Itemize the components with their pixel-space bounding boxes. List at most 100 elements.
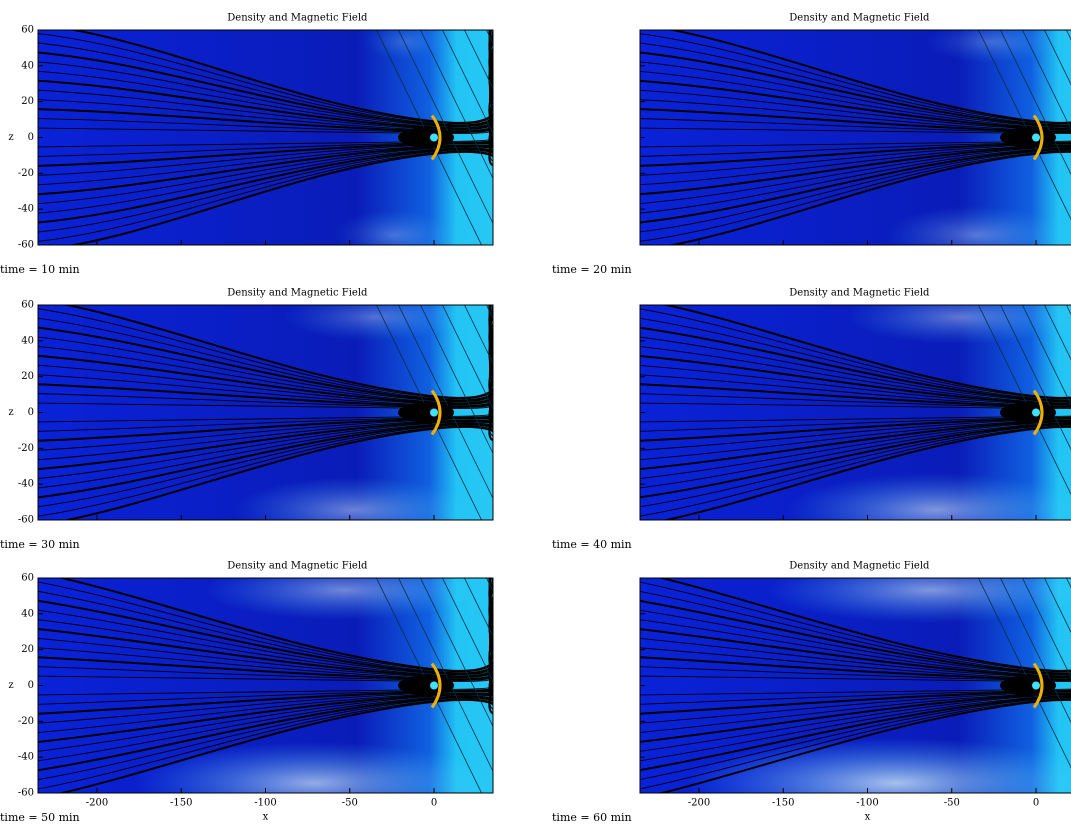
field-line xyxy=(38,682,493,790)
x-tick-label: 0 xyxy=(431,798,437,809)
y-tick-label: -20 xyxy=(18,168,34,179)
bow-shock xyxy=(1032,389,1044,436)
field-line xyxy=(62,413,493,520)
time-label: time = 40 min xyxy=(552,538,632,551)
y-axis-label: z xyxy=(8,407,13,418)
time-label: time = 10 min xyxy=(0,263,80,276)
field-line xyxy=(38,120,493,224)
field-line xyxy=(661,425,1071,520)
field-line xyxy=(528,300,638,525)
core xyxy=(1000,402,1057,423)
field-line xyxy=(640,421,1071,479)
field-line xyxy=(38,668,493,772)
x-axis-label: x xyxy=(865,812,871,823)
sheath xyxy=(284,305,464,341)
x-tick-label: -50 xyxy=(944,798,960,809)
field-line xyxy=(486,30,493,45)
panel: Density and Magnetic Field time = 20 min xyxy=(552,13,1071,276)
field-line xyxy=(57,686,493,793)
time-label: time = 30 min xyxy=(0,538,80,551)
field-line xyxy=(69,138,493,245)
bow-shock xyxy=(430,389,442,436)
field-line xyxy=(640,149,1071,233)
field-line xyxy=(640,147,1071,214)
field-line xyxy=(640,696,1071,772)
y-tick-label: -60 xyxy=(18,788,34,799)
field-image xyxy=(640,578,1071,793)
x-tick-label: -200 xyxy=(86,798,108,809)
y-axis-label: z xyxy=(8,132,13,143)
y-axis-label: z xyxy=(8,680,13,691)
field-line xyxy=(464,578,493,638)
panel: Density and Magnetic Field time = 10 min 6… xyxy=(0,13,638,276)
field-line xyxy=(486,578,493,593)
planet xyxy=(430,408,439,417)
field-line xyxy=(420,30,493,180)
y-tick-label: 20 xyxy=(21,644,34,655)
field-line xyxy=(640,326,1071,402)
field-line xyxy=(640,425,1071,517)
sheath xyxy=(886,206,1066,245)
field-line xyxy=(1044,578,1071,634)
field-line xyxy=(506,25,616,250)
y-tick-label: 0 xyxy=(28,407,34,418)
core xyxy=(1000,127,1057,148)
field-line xyxy=(528,25,638,250)
field-line xyxy=(640,694,1071,752)
planet xyxy=(430,681,439,690)
field-line xyxy=(442,578,493,683)
field-line xyxy=(38,395,493,499)
field-image xyxy=(38,25,638,250)
field-line xyxy=(640,693,1071,743)
field-line xyxy=(640,61,1071,128)
panel: Density and Magnetic Field time = 50 min 6… xyxy=(0,561,638,824)
time-label: time = 20 min xyxy=(552,263,632,276)
field-line xyxy=(528,573,638,798)
panel: Density and Magnetic Field time = 30 min 6… xyxy=(0,288,638,551)
panel-title: Density and Magnetic Field xyxy=(227,561,368,572)
y-tick-label: -40 xyxy=(18,204,34,215)
field-image xyxy=(640,305,1071,520)
y-tick-label: 40 xyxy=(21,60,34,71)
field-line xyxy=(640,420,1071,471)
field-line xyxy=(506,573,616,798)
y-tick-label: 20 xyxy=(21,96,34,107)
field-line xyxy=(38,134,493,242)
field-line xyxy=(420,305,493,455)
field-image xyxy=(38,300,638,525)
x-tick-label: -150 xyxy=(170,798,192,809)
core xyxy=(398,402,455,423)
panel: Density and Magnetic Field time = 40 min xyxy=(552,288,1071,551)
field-line xyxy=(640,697,1071,780)
y-tick-label: 20 xyxy=(21,371,34,382)
field-line xyxy=(640,308,1071,400)
field-line xyxy=(486,305,493,320)
field-line xyxy=(1022,578,1071,679)
core xyxy=(1000,675,1057,696)
planet xyxy=(1032,408,1041,417)
x-tick-label: -100 xyxy=(856,798,878,809)
field-line xyxy=(640,150,1071,242)
sheath xyxy=(686,738,1071,793)
field-line xyxy=(1022,305,1071,406)
x-tick-label: -200 xyxy=(688,798,710,809)
panel-title: Density and Magnetic Field xyxy=(789,561,930,572)
planet xyxy=(430,133,439,142)
sheath xyxy=(926,30,1056,63)
y-tick-label: -60 xyxy=(18,240,34,251)
sheath xyxy=(234,477,474,520)
y-tick-label: -40 xyxy=(18,752,34,763)
field-line xyxy=(661,305,1071,399)
y-tick-label: 0 xyxy=(28,680,34,691)
y-tick-label: 40 xyxy=(21,335,34,346)
field-line xyxy=(442,30,493,135)
field-line xyxy=(420,578,493,728)
sheath xyxy=(334,210,455,245)
y-tick-label: 0 xyxy=(28,132,34,143)
y-tick-label: 40 xyxy=(21,608,34,619)
x-tick-label: 0 xyxy=(1033,798,1039,809)
field-line xyxy=(640,148,1071,224)
field-line xyxy=(667,30,1071,124)
y-tick-label: -20 xyxy=(18,716,34,727)
planet xyxy=(1032,681,1041,690)
